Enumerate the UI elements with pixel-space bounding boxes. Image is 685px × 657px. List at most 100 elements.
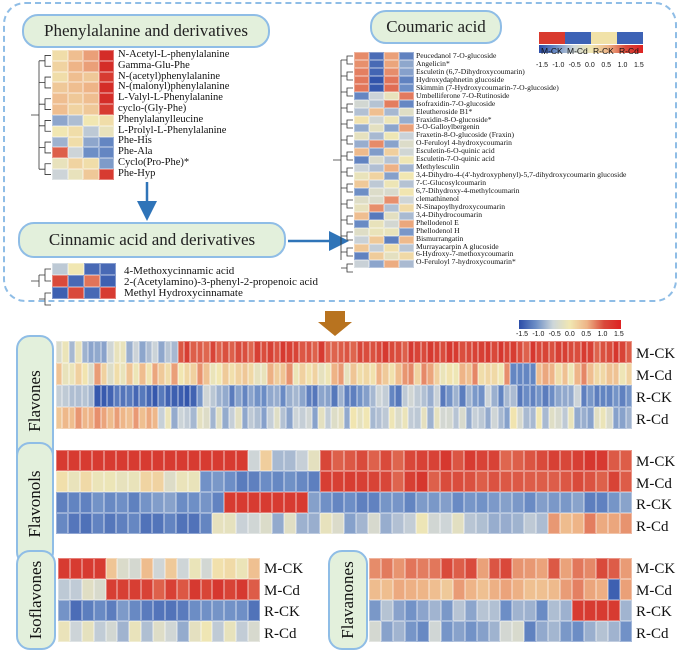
heat-cell [190, 407, 197, 429]
heat-cell [399, 52, 414, 60]
heat-cell [188, 492, 200, 513]
heat-cell [464, 513, 476, 534]
heat-cell [560, 558, 573, 579]
heat-cell [88, 363, 95, 385]
heat-cell [164, 363, 172, 385]
heat-cell [392, 579, 405, 600]
heat-cell [81, 621, 94, 642]
compound-label: 6-Hydroxy-7-methoxycoumarin [416, 249, 514, 259]
heat-cell [404, 471, 416, 492]
heat-cell [536, 621, 549, 642]
heat-cell [404, 600, 417, 621]
heat-cell [395, 385, 402, 407]
heat-cell [593, 341, 600, 363]
heat-cell [286, 407, 293, 429]
sample-label-r-cd: R-Cd [636, 625, 669, 642]
heat-cell [52, 114, 68, 126]
heat-cell [369, 196, 384, 204]
heat-cell [572, 492, 584, 513]
heat-cell [241, 385, 248, 407]
heat-cell [476, 492, 488, 513]
heat-cell [126, 407, 133, 429]
heat-cell [620, 492, 632, 513]
heat-cell [472, 407, 479, 429]
heat-cell [446, 341, 453, 363]
heat-cell [560, 471, 572, 492]
heat-cell [620, 558, 632, 579]
phenylalanine-heatmap [52, 50, 114, 180]
heat-cell [536, 341, 543, 363]
phenylalanine-labels: N-Acetyl-L-phenylalanine Gamma-Glu-Phe N-(… [118, 49, 229, 180]
cinnamic-heatmap [52, 263, 116, 299]
heat-cell [593, 407, 600, 429]
heat-cell [100, 341, 108, 363]
dendrogram [31, 268, 51, 306]
heat-cell [337, 407, 344, 429]
heat-cell [344, 363, 351, 385]
heat-cell [399, 84, 414, 92]
heat-cell [68, 492, 80, 513]
heat-cell [536, 471, 548, 492]
heat-cell [404, 621, 417, 642]
heat-cell [152, 385, 159, 407]
heat-cell [104, 471, 116, 492]
heat-cell [83, 104, 99, 115]
heat-cell [84, 263, 100, 275]
compound-label: Phe-Ala [118, 146, 153, 158]
heat-cell [388, 363, 396, 385]
heat-cell [248, 558, 260, 579]
heat-cell [52, 287, 68, 299]
cinnamic-title: Cinnamic acid and derivatives [18, 222, 286, 258]
sample-label-r-cd: R-Cd [636, 518, 669, 535]
compound-label: Phe-Hyp [118, 167, 156, 179]
heat-cell [190, 341, 197, 363]
heat-cell [171, 363, 178, 385]
heat-cell [94, 341, 101, 363]
sample-label-r-cd: R-Cd [636, 412, 669, 428]
heat-cell [248, 341, 255, 363]
heat-cell [440, 450, 452, 471]
heat-cell [555, 363, 562, 385]
heat-cell [523, 363, 530, 385]
heat-cell [363, 363, 370, 385]
heat-cell [324, 407, 332, 429]
heat-cell [399, 180, 414, 188]
heat-cell [625, 363, 632, 385]
heat-cell [52, 147, 68, 159]
heat-cell [56, 407, 63, 429]
heat-cell [62, 385, 69, 407]
heat-cell [354, 156, 369, 164]
heat-cell [368, 492, 380, 513]
heat-cell [98, 93, 114, 105]
heat-cell [384, 252, 399, 260]
heat-cell [516, 385, 524, 407]
heat-cell [384, 76, 399, 84]
heat-cell [619, 385, 626, 407]
heat-cell [416, 621, 429, 642]
compound-label: Phenylalanylleucine [118, 113, 204, 125]
heat-cell [472, 341, 479, 363]
heat-cell [272, 450, 284, 471]
heat-cell [222, 407, 229, 429]
heat-cell [384, 52, 399, 60]
sample-label-r-cd: R-Cd [264, 625, 297, 642]
heat-cell [459, 385, 466, 407]
heat-cell [248, 600, 260, 621]
heat-cell [548, 471, 560, 492]
sample-label-m-cd: M-Cd [264, 582, 300, 599]
heat-cell [224, 558, 237, 579]
heat-cell [104, 492, 116, 513]
heat-cell [488, 492, 500, 513]
heat-cell [236, 471, 248, 492]
heat-cell [587, 385, 594, 407]
heat-cell [141, 558, 154, 579]
heat-cell [536, 450, 548, 471]
heat-cell [561, 363, 568, 385]
heat-cell [369, 172, 384, 180]
heat-cell [369, 600, 381, 621]
heat-cell [52, 158, 68, 170]
heat-cell [228, 341, 236, 363]
heat-cell [452, 471, 464, 492]
heat-cell [354, 180, 369, 188]
heat-cell [384, 164, 399, 172]
